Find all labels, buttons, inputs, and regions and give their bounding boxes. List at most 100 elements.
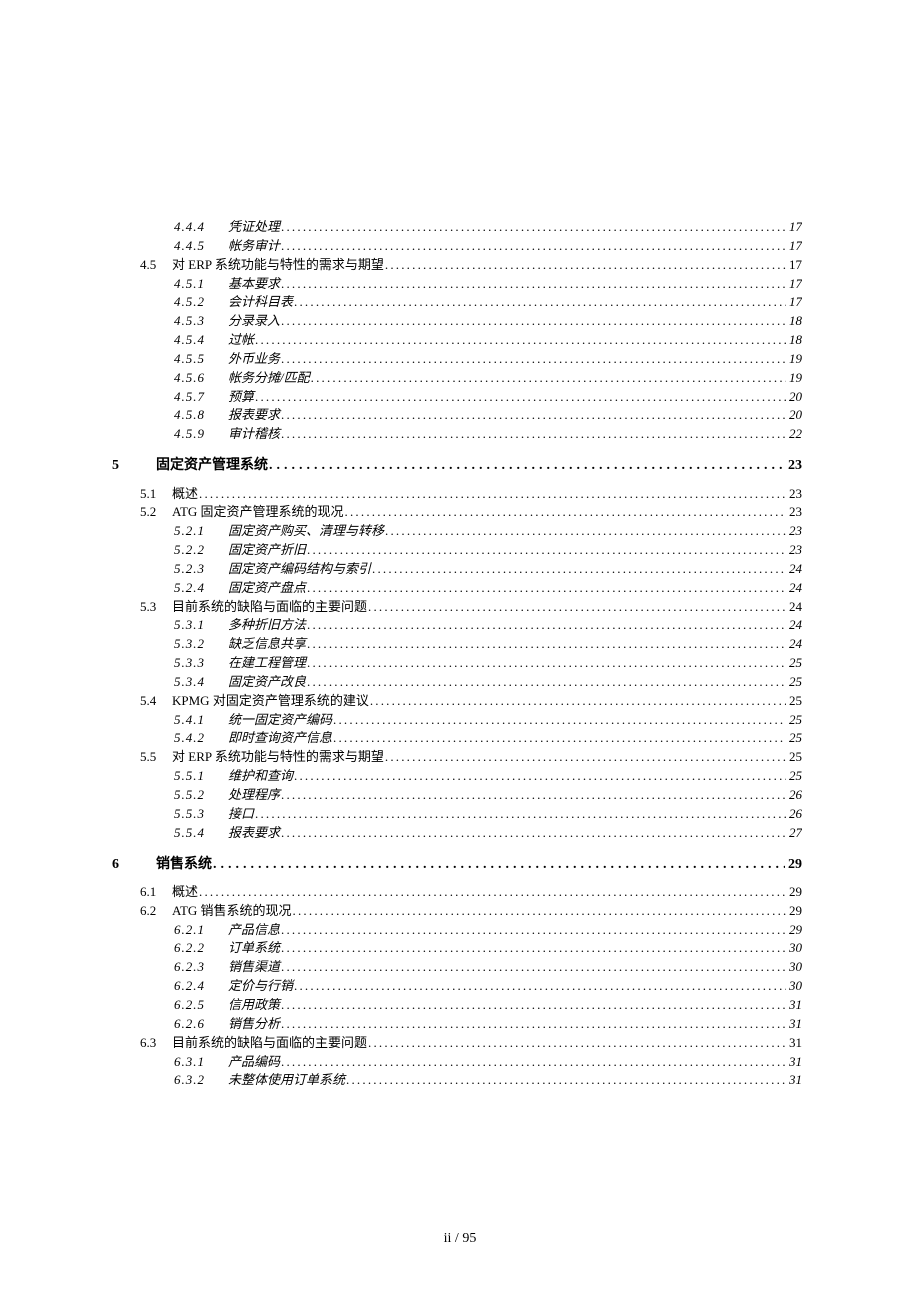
toc-entry: 6.3.2未整体使用订单系统..........................… — [112, 1071, 802, 1090]
toc-leader-dots: ........................................… — [280, 425, 786, 444]
toc-page-number: 24 — [786, 598, 802, 617]
toc-title: 基本要求 — [228, 275, 280, 294]
toc-number: 4.5.6 — [174, 369, 228, 388]
toc-page-number: 19 — [786, 369, 802, 388]
toc-title: ATG 固定资产管理系统的现况 — [172, 503, 344, 522]
toc-page-number: 31 — [786, 996, 802, 1015]
toc-number: 5.3.3 — [174, 654, 228, 673]
toc-title: 处理程序 — [228, 786, 280, 805]
toc-leader-dots: ........................................… — [369, 692, 786, 711]
page-footer: ii / 95 — [0, 1231, 920, 1247]
toc-number: 6.2.4 — [174, 977, 228, 996]
toc-title: 多种折旧方法 — [228, 616, 306, 635]
toc-entry: 4.5.8报表要求...............................… — [112, 406, 802, 425]
toc-page-number: 17 — [786, 256, 802, 275]
toc-number: 4.4.5 — [174, 237, 228, 256]
toc-leader-dots: ........................................… — [268, 455, 785, 477]
toc-entry: 4.5对 ERP 系统功能与特性的需求与期望..................… — [112, 256, 802, 275]
toc-leader-dots: ........................................… — [280, 786, 786, 805]
toc-title: 固定资产编码结构与索引 — [228, 560, 371, 579]
toc-entry: 5.3目前系统的缺陷与面临的主要问题......................… — [112, 598, 802, 617]
toc-entry: 6.2.6销售分析...............................… — [112, 1015, 802, 1034]
toc-leader-dots: ........................................… — [280, 958, 786, 977]
toc-number: 6.2.2 — [174, 939, 228, 958]
toc-entry: 5.5对 ERP 系统功能与特性的需求与期望..................… — [112, 748, 802, 767]
toc-entry: 5.4.2即时查询资产信息...........................… — [112, 729, 802, 748]
toc-number: 4.4.4 — [174, 218, 228, 237]
toc-page-number: 17 — [786, 218, 802, 237]
toc-entry: 5.4KPMG 对固定资产管理系统的建议....................… — [112, 692, 802, 711]
toc-title: 审计稽核 — [228, 425, 280, 444]
toc-leader-dots: ........................................… — [280, 939, 786, 958]
toc-page-number: 27 — [786, 824, 802, 843]
toc-title: 对 ERP 系统功能与特性的需求与期望 — [172, 256, 384, 275]
toc-entry: 6.2ATG 销售系统的现况..........................… — [112, 902, 802, 921]
toc-page-number: 30 — [786, 939, 802, 958]
toc-leader-dots: ........................................… — [293, 977, 786, 996]
toc-leader-dots: ........................................… — [280, 1053, 786, 1072]
toc-leader-dots: ........................................… — [280, 350, 786, 369]
toc-number: 6 — [112, 854, 156, 876]
toc-leader-dots: ........................................… — [280, 312, 786, 331]
toc-title: 会计科目表 — [228, 293, 293, 312]
toc-page-number: 24 — [786, 579, 802, 598]
toc-entry: 6.2.3销售渠道...............................… — [112, 958, 802, 977]
toc-page-number: 25 — [786, 692, 802, 711]
toc-leader-dots: ........................................… — [344, 503, 786, 522]
toc-entry: 5.4.1统一固定资产编码...........................… — [112, 711, 802, 730]
toc-title: 目前系统的缺陷与面临的主要问题 — [172, 598, 367, 617]
toc-page-number: 31 — [786, 1015, 802, 1034]
toc-number: 6.2.5 — [174, 996, 228, 1015]
toc-entry: 5.2.4固定资产盘点.............................… — [112, 579, 802, 598]
toc-leader-dots: ........................................… — [292, 902, 786, 921]
toc-entry: 6.2.1产品信息...............................… — [112, 921, 802, 940]
toc-leader-dots: ........................................… — [280, 237, 786, 256]
toc-number: 5.4.1 — [174, 711, 228, 730]
toc-entry: 6.1概述...................................… — [112, 883, 802, 902]
toc-page-number: 20 — [786, 406, 802, 425]
toc-page-number: 20 — [786, 388, 802, 407]
toc-page-number: 25 — [786, 711, 802, 730]
toc-leader-dots: ........................................… — [280, 218, 786, 237]
toc-page-number: 31 — [786, 1034, 802, 1053]
toc-entry: 5固定资产管理系统...............................… — [112, 455, 802, 477]
toc-page-number: 26 — [786, 786, 802, 805]
toc-page-number: 24 — [786, 616, 802, 635]
toc-entry: 5.5.4报表要求...............................… — [112, 824, 802, 843]
toc-leader-dots: ........................................… — [367, 598, 786, 617]
toc-title: 维护和查询 — [228, 767, 293, 786]
toc-number: 6.3.1 — [174, 1053, 228, 1072]
toc-title: 帐务分摊/匹配 — [228, 369, 310, 388]
toc-title: 未整体使用订单系统 — [228, 1071, 345, 1090]
toc-leader-dots: ........................................… — [310, 369, 786, 388]
toc-entry: 5.3.2缺乏信息共享.............................… — [112, 635, 802, 654]
toc-title: 过帐 — [228, 331, 254, 350]
toc-page-number: 29 — [786, 883, 802, 902]
toc-title: 预算 — [228, 388, 254, 407]
toc-number: 4.5.9 — [174, 425, 228, 444]
toc-title: 销售渠道 — [228, 958, 280, 977]
toc-entry: 4.5.1基本要求...............................… — [112, 275, 802, 294]
toc-page-number: 26 — [786, 805, 802, 824]
toc-number: 4.5 — [140, 256, 172, 275]
toc-number: 5 — [112, 455, 156, 477]
toc-page-number: 29 — [785, 854, 802, 876]
toc-page-number: 23 — [786, 522, 802, 541]
toc-entry: 6.3目前系统的缺陷与面临的主要问题......................… — [112, 1034, 802, 1053]
toc-number: 5.1 — [140, 485, 172, 504]
toc-leader-dots: ........................................… — [254, 805, 786, 824]
toc-title: 概述 — [172, 485, 198, 504]
toc-entry: 5.2ATG 固定资产管理系统的现况......................… — [112, 503, 802, 522]
toc-title: 即时查询资产信息 — [228, 729, 332, 748]
toc-title: 信用政策 — [228, 996, 280, 1015]
toc-page-number: 17 — [786, 237, 802, 256]
toc-page-number: 25 — [786, 767, 802, 786]
toc-leader-dots: ........................................… — [306, 654, 786, 673]
toc-entry: 4.5.4过帐.................................… — [112, 331, 802, 350]
toc-number: 5.3.1 — [174, 616, 228, 635]
toc-leader-dots: ........................................… — [280, 921, 786, 940]
toc-title: 销售系统 — [156, 854, 212, 876]
toc-page-number: 24 — [786, 560, 802, 579]
toc-number: 4.5.4 — [174, 331, 228, 350]
toc-title: 对 ERP 系统功能与特性的需求与期望 — [172, 748, 384, 767]
